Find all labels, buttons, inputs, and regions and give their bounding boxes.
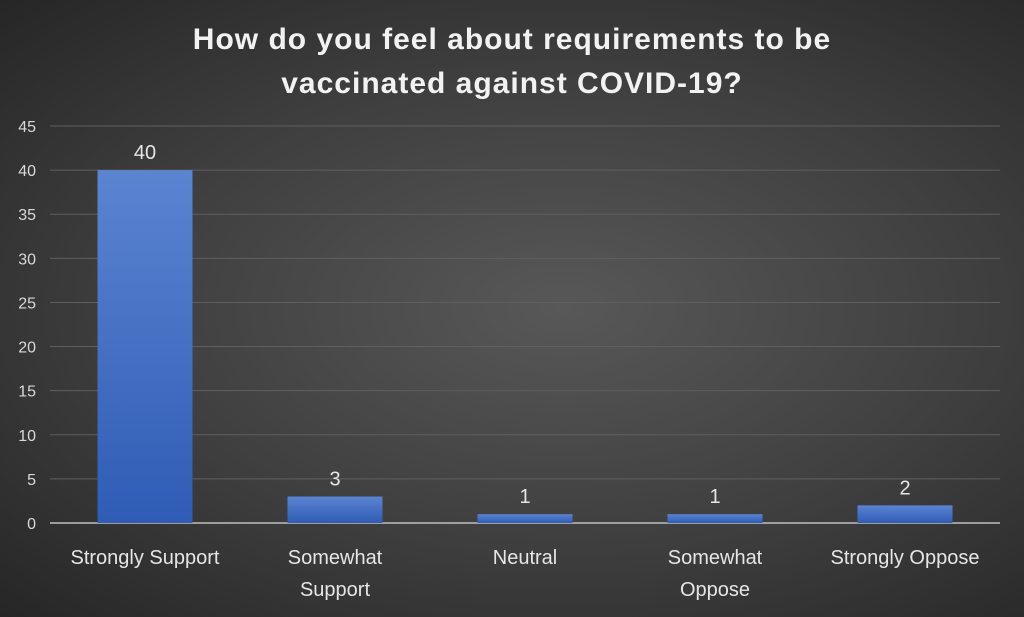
bar <box>287 496 383 523</box>
data-label: 3 <box>329 469 340 491</box>
x-tick-label: Somewhat Support <box>288 547 383 601</box>
data-label: 1 <box>519 486 530 508</box>
x-tick-label: Somewhat Oppose <box>668 547 763 601</box>
y-tick-label: 40 <box>18 163 36 180</box>
y-tick-label: 30 <box>18 251 36 268</box>
y-tick-label: 10 <box>18 428 36 445</box>
data-label: 1 <box>709 486 720 508</box>
bar <box>667 514 763 523</box>
x-tick-label: Strongly Support <box>71 547 220 569</box>
labels: 0 5 10 15 20 25 30 35 40 45 40 Strongly Support 3 Som… <box>18 119 979 601</box>
bar <box>857 505 953 523</box>
data-label: 2 <box>899 477 910 499</box>
bar <box>97 170 193 523</box>
bar <box>477 514 573 523</box>
y-tick-label: 5 <box>27 472 36 489</box>
y-tick-label: 45 <box>18 119 36 136</box>
data-label: 40 <box>134 142 156 164</box>
bars <box>97 170 953 523</box>
y-tick-label: 15 <box>18 384 36 401</box>
y-tick-label: 0 <box>27 516 36 533</box>
y-tick-label: 35 <box>18 207 36 224</box>
y-tick-label: 25 <box>18 295 36 312</box>
x-tick-label: Neutral <box>493 547 557 569</box>
gridlines <box>50 125 1000 524</box>
y-tick-label: 20 <box>18 340 36 357</box>
x-tick-label: Strongly Oppose <box>831 547 980 569</box>
chart-title: How do you feel about requirements to be… <box>192 23 832 100</box>
